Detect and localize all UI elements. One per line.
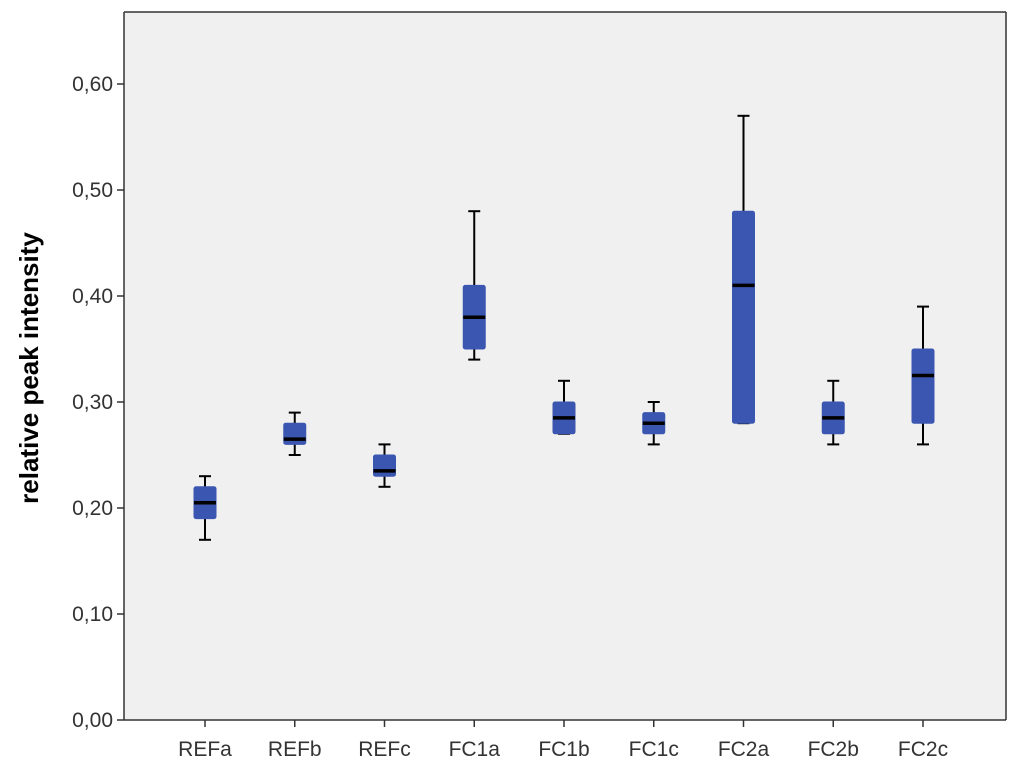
y-tick-label: 0,20	[72, 497, 113, 520]
y-tick-label: 0,10	[72, 603, 113, 626]
iqr-box	[911, 348, 935, 424]
iqr-box	[373, 454, 396, 477]
x-axis-ticks: REFa REFb REFc FC1a FC1b FC1c FC2a FC2b FC2c	[178, 720, 948, 761]
box-fc1a	[462, 210, 486, 361]
y-tick-label: 0,60	[72, 73, 113, 96]
iqr-box	[283, 422, 307, 445]
box-fc2c	[911, 305, 935, 446]
x-tick-label: FC1b	[538, 738, 589, 761]
x-tick-label: FC1a	[449, 738, 501, 761]
box-refa	[193, 475, 217, 541]
y-tick-label: 0,40	[72, 285, 113, 308]
x-tick-label: REFb	[268, 738, 322, 761]
x-tick-label: REFc	[358, 738, 411, 761]
box-fc1c	[642, 401, 666, 446]
box-refb	[283, 411, 307, 456]
x-tick-label: FC2b	[808, 738, 859, 761]
box-fc2a	[732, 114, 755, 425]
box-fc1b	[552, 379, 576, 435]
x-tick-label: FC2c	[898, 738, 948, 761]
y-axis-ticks: 0,00 0,10 0,20 0,30 0,40 0,50 0,60	[72, 73, 124, 732]
y-axis-title: relative peak intensity	[14, 232, 44, 504]
y-tick-label: 0,50	[72, 179, 113, 202]
box-fc2b	[821, 379, 845, 446]
x-tick-label: FC1c	[629, 738, 679, 761]
y-tick-label: 0,00	[72, 709, 113, 732]
plot-area	[124, 12, 1006, 720]
x-tick-label: REFa	[178, 738, 232, 761]
x-tick-label: FC2a	[718, 738, 770, 761]
box-series	[193, 114, 935, 541]
box-refc	[373, 443, 396, 488]
iqr-box	[732, 210, 755, 424]
y-tick-label: 0,30	[72, 391, 113, 414]
